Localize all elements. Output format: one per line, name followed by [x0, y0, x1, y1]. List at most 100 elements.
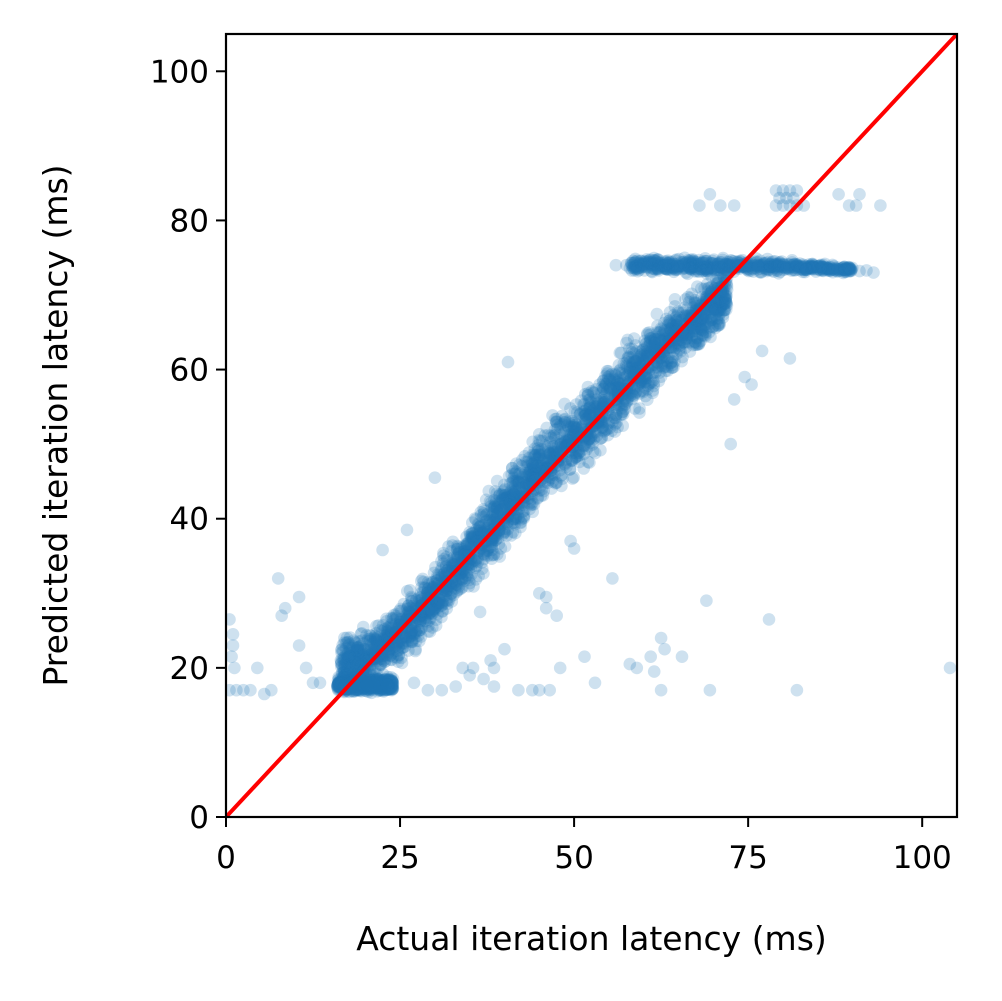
- scatter-point: [337, 673, 351, 686]
- outlier-point: [724, 437, 737, 451]
- scatter-point: [386, 612, 400, 625]
- scatter-point: [629, 339, 642, 352]
- scatter-point: [585, 405, 598, 418]
- scatter-point: [343, 655, 357, 669]
- scatter-point: [469, 554, 482, 568]
- scatter-point: [584, 430, 598, 444]
- scatter-point: [409, 643, 423, 656]
- scatter-point: [342, 638, 356, 651]
- scatter-point: [680, 331, 694, 345]
- outlier-point: [228, 661, 241, 675]
- scatter-point: [493, 520, 507, 534]
- scatter-point: [440, 602, 454, 615]
- scatter-point: [348, 635, 362, 649]
- scatter-point: [567, 424, 581, 438]
- scatter-point: [589, 389, 602, 403]
- scatter-point: [696, 311, 709, 325]
- scatter-point: [466, 531, 479, 545]
- scatter-point: [431, 598, 444, 612]
- scatter-point: [496, 528, 510, 541]
- scatter-point: [421, 576, 435, 589]
- scatter-point: [440, 554, 454, 567]
- scatter-point: [489, 533, 503, 547]
- scatter-point: [640, 371, 654, 385]
- scatter-point: [635, 348, 648, 361]
- scatter-point: [623, 364, 636, 378]
- scatter-point: [409, 625, 422, 638]
- scatter-point: [601, 391, 615, 405]
- scatter-point: [370, 635, 384, 648]
- scatter-point: [707, 303, 720, 316]
- scatter-point: [392, 648, 406, 662]
- y-tick-label: 60: [170, 353, 209, 389]
- outlier-point: [578, 650, 591, 663]
- scatter-point: [685, 287, 698, 301]
- scatter-point: [573, 407, 587, 421]
- scatter-point: [486, 505, 500, 519]
- outlier-point: [790, 683, 804, 697]
- scatter-point: [350, 644, 364, 657]
- scatter-point: [435, 599, 449, 612]
- scatter-point: [352, 648, 365, 661]
- outlier-point: [226, 639, 240, 652]
- scatter-point: [644, 328, 657, 341]
- scatter-point: [602, 379, 616, 393]
- scatter-point: [531, 442, 545, 455]
- scatter-point: [564, 428, 578, 441]
- scatter-point: [375, 647, 388, 661]
- scatter-point: [338, 636, 351, 649]
- scatter-point: [513, 458, 526, 472]
- scatter-point: [521, 470, 534, 484]
- scatter-point: [484, 540, 497, 554]
- scatter-point: [482, 519, 496, 532]
- scatter-point: [356, 650, 369, 664]
- scatter-point: [531, 459, 544, 473]
- scatter-point: [589, 402, 602, 415]
- scatter-point: [673, 343, 686, 357]
- scatter-point: [687, 324, 700, 338]
- scatter-point: [555, 437, 568, 450]
- scatter-point: [696, 326, 709, 340]
- scatter-point: [465, 527, 479, 540]
- scatter-point: [355, 655, 368, 668]
- scatter-point: [709, 309, 722, 323]
- scatter-point: [658, 328, 672, 341]
- scatter-point: [565, 454, 579, 468]
- outlier-point: [832, 188, 845, 201]
- scatter-point: [693, 299, 707, 313]
- scatter-point: [507, 471, 520, 485]
- scatter-point: [335, 655, 348, 668]
- scatter-point: [498, 489, 512, 502]
- scatter-point: [492, 489, 506, 503]
- scatter-point: [472, 569, 486, 583]
- scatter-point: [690, 338, 704, 352]
- outlier-point: [849, 199, 863, 212]
- scatter-point: [490, 501, 504, 515]
- scatter-point: [582, 431, 596, 445]
- outlier-point: [421, 683, 435, 697]
- scatter-point: [620, 359, 633, 373]
- scatter-point: [534, 448, 548, 462]
- scatter-point: [457, 542, 470, 556]
- scatter-point: [536, 454, 550, 468]
- scatter-point: [353, 647, 367, 661]
- scatter-point: [358, 643, 372, 657]
- scatter-point: [569, 422, 583, 435]
- scatter-point: [654, 322, 668, 335]
- scatter-point: [351, 647, 365, 660]
- scatter-point: [564, 420, 578, 434]
- scatter-point: [659, 359, 672, 373]
- scatter-point: [441, 584, 455, 597]
- scatter-point: [391, 644, 404, 657]
- scatter-point: [444, 580, 458, 593]
- scatter-point: [692, 337, 706, 350]
- scatter-point: [378, 655, 392, 668]
- scatter-point: [479, 515, 493, 528]
- scatter-point: [617, 371, 630, 385]
- scatter-point: [704, 295, 717, 308]
- scatter-point: [590, 398, 603, 411]
- scatter-point: [666, 361, 679, 374]
- scatter-point: [435, 554, 448, 568]
- scatter-point: [689, 338, 702, 352]
- scatter-point: [547, 446, 561, 460]
